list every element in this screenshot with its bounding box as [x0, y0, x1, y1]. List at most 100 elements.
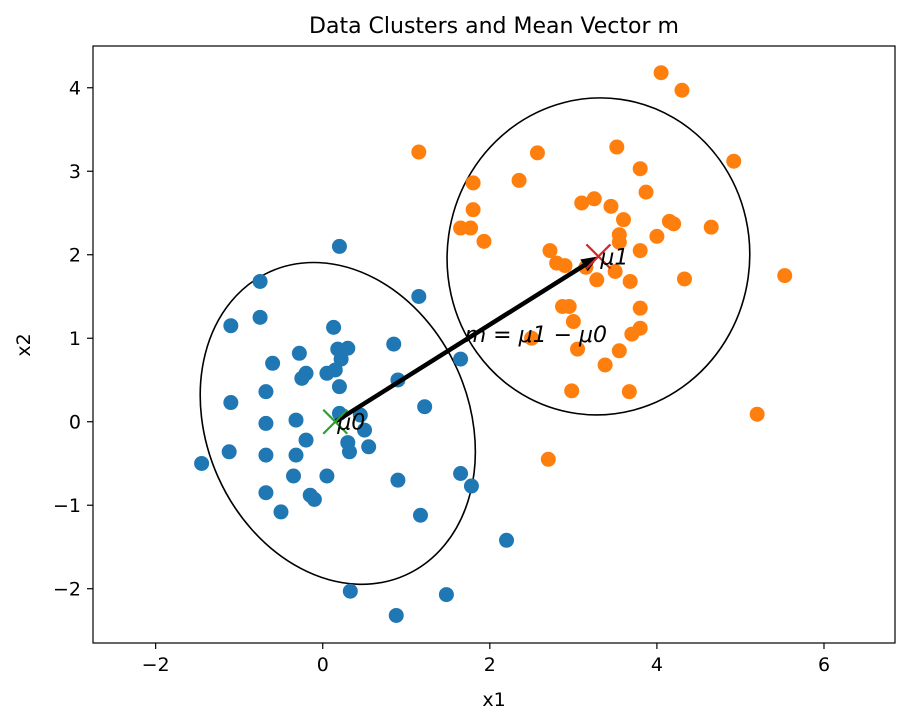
data-point-cluster-1 — [624, 326, 640, 342]
data-point-cluster-0 — [258, 384, 274, 400]
plot-frame — [92, 45, 896, 644]
data-point-cluster-1 — [565, 314, 581, 330]
y-axis-label: x2 — [13, 333, 35, 356]
data-point-cluster-1 — [611, 343, 627, 359]
data-point-cluster-1 — [586, 191, 602, 207]
data-point-cluster-0 — [298, 432, 314, 448]
data-point-cluster-1 — [638, 184, 654, 200]
data-point-cluster-0 — [331, 379, 347, 395]
data-point-cluster-1 — [674, 82, 690, 98]
data-point-cluster-0 — [221, 444, 237, 460]
plot-content: μ0 μ1 m = μ1 − μ0 — [194, 65, 793, 623]
data-point-cluster-1 — [749, 406, 765, 422]
mean-difference-arrow — [334, 263, 586, 424]
y-tick-label: 4 — [69, 78, 81, 100]
data-point-cluster-1 — [465, 175, 481, 191]
data-point-cluster-1 — [574, 195, 590, 211]
data-point-cluster-1 — [589, 272, 605, 288]
data-point-cluster-0 — [252, 273, 268, 289]
data-point-cluster-1 — [597, 357, 613, 373]
data-point-cluster-0 — [386, 336, 402, 352]
data-point-cluster-1 — [411, 144, 427, 160]
data-point-cluster-1 — [676, 271, 692, 287]
data-point-cluster-0 — [252, 309, 268, 325]
x-axis-label: x1 — [482, 689, 505, 711]
x-axis: −2 0 2 4 6 — [142, 643, 830, 676]
data-point-cluster-0 — [286, 468, 301, 484]
mean-label-1: μ1 — [599, 245, 628, 270]
data-point-cluster-0 — [288, 412, 304, 428]
data-point-cluster-0 — [352, 407, 368, 423]
data-point-cluster-1 — [511, 172, 527, 188]
x-tick-label: 6 — [818, 654, 830, 676]
data-point-cluster-0 — [412, 507, 428, 523]
y-tick-label: 3 — [69, 161, 81, 183]
data-point-cluster-0 — [294, 370, 310, 386]
data-point-cluster-0 — [453, 351, 469, 367]
y-tick-label: 0 — [69, 412, 81, 434]
data-point-cluster-1 — [777, 268, 793, 284]
data-point-cluster-1 — [632, 300, 648, 316]
data-point-cluster-0 — [340, 340, 356, 356]
data-point-cluster-0 — [326, 319, 342, 335]
data-point-cluster-1 — [465, 202, 481, 218]
data-point-cluster-1 — [609, 139, 625, 155]
data-point-cluster-0 — [288, 447, 304, 463]
mean-label-0: μ0 — [336, 411, 365, 436]
y-tick-label: −1 — [53, 495, 81, 517]
data-point-cluster-1 — [540, 451, 556, 467]
data-point-cluster-0 — [499, 532, 515, 548]
data-point-cluster-1 — [570, 341, 586, 357]
y-tick-label: 1 — [69, 328, 81, 350]
data-point-cluster-1 — [557, 258, 573, 274]
data-point-cluster-0 — [306, 491, 322, 507]
data-point-cluster-0 — [361, 439, 377, 455]
data-point-cluster-1 — [564, 383, 580, 399]
data-point-cluster-0 — [390, 472, 406, 488]
mean-marker-1 — [585, 243, 612, 270]
data-point-cluster-1 — [703, 219, 719, 235]
y-tick-label: −2 — [53, 579, 81, 601]
data-point-cluster-0 — [331, 238, 347, 254]
data-point-cluster-1 — [603, 198, 619, 214]
data-point-cluster-0 — [265, 355, 281, 371]
data-point-cluster-1 — [622, 273, 638, 289]
data-point-cluster-0 — [341, 444, 357, 460]
data-point-cluster-1 — [726, 153, 742, 169]
y-tick-label: 2 — [69, 245, 81, 267]
data-point-cluster-0 — [417, 399, 433, 415]
data-point-cluster-0 — [291, 345, 307, 361]
data-point-cluster-0 — [319, 468, 335, 484]
data-point-cluster-1 — [463, 220, 479, 236]
cluster-ellipse-1 — [446, 97, 751, 416]
x-tick-label: 2 — [484, 654, 496, 676]
data-point-cluster-1 — [621, 384, 637, 400]
data-point-cluster-0 — [223, 318, 239, 334]
data-point-cluster-0 — [438, 587, 454, 603]
data-point-cluster-0 — [258, 447, 274, 463]
data-point-cluster-1 — [653, 65, 669, 81]
cluster-ellipse-0 — [199, 261, 477, 586]
chart-title: Data Clusters and Mean Vector m — [309, 14, 679, 39]
mean-marker-0 — [322, 408, 349, 435]
data-point-cluster-1 — [666, 216, 682, 232]
data-point-cluster-0 — [223, 395, 239, 411]
data-point-cluster-0 — [357, 422, 373, 438]
data-point-cluster-1 — [524, 330, 540, 346]
x-tick-label: −2 — [142, 654, 170, 676]
data-point-cluster-1 — [529, 145, 545, 161]
x-tick-label: 4 — [651, 654, 663, 676]
data-point-cluster-0 — [327, 362, 343, 378]
data-point-cluster-1 — [632, 243, 648, 259]
data-point-cluster-0 — [388, 607, 404, 623]
data-point-cluster-0 — [463, 478, 479, 494]
data-point-cluster-0 — [194, 455, 210, 471]
data-point-cluster-0 — [411, 288, 427, 304]
data-point-cluster-0 — [258, 485, 274, 501]
data-point-cluster-1 — [561, 299, 577, 315]
data-point-cluster-1 — [476, 233, 492, 249]
data-point-cluster-0 — [273, 504, 289, 520]
data-point-cluster-1 — [615, 212, 631, 228]
x-tick-label: 0 — [317, 654, 329, 676]
